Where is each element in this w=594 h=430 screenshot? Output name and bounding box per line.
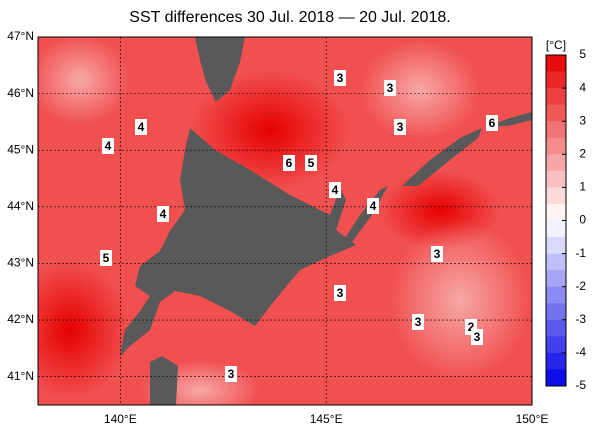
anomaly [390,220,530,380]
contour-label: 3 [337,71,344,85]
colorbar-segment [546,270,566,287]
colorbar-segment [546,253,566,271]
colorbar-tick-label: 0 [579,213,586,227]
contour-label: 3 [228,367,235,381]
colorbar-segment [546,121,566,139]
colorbar-segment [546,170,566,188]
lat-tick-label: 47°N [7,29,34,43]
colorbar-tick-label: -3 [575,312,586,326]
honshu [150,356,178,405]
contour-label-box [394,119,406,135]
contour-label: 4 [160,207,167,221]
anomaly [38,37,130,125]
colorbar-tick-label: 5 [579,47,586,61]
contour-label-box [329,182,341,198]
colorbar-segment [546,104,566,122]
contour-label: 3 [337,286,344,300]
grid [38,37,532,405]
contour-label: 3 [415,315,422,329]
colorbar-segment [546,187,566,205]
anomaly [360,40,480,140]
contour-label-box [367,198,379,214]
contour-label-box [412,314,424,330]
contour-label: 4 [332,183,339,197]
axes: 47°N 46°N 45°N 44°N 43°N 42°N 41°N 140°E 145°E 15… [7,29,548,426]
hokkaido [120,128,356,356]
colorbar-segment [546,137,566,155]
colorbar-tick-label: 1 [579,180,586,194]
contour-label-box [384,80,396,96]
contour-label-box [225,366,237,382]
contour-label-box [334,70,346,86]
colorbar-tick-label: -2 [575,279,586,293]
contour-label: 4 [105,139,112,153]
colorbar-unit: [°C] [546,38,566,52]
map-frame [37,36,533,406]
colorbar-tick-label: -1 [575,246,586,260]
etorofu [402,128,482,186]
contour-label: 3 [397,120,404,134]
contour-label: 5 [103,251,110,265]
contour-label: 3 [474,330,481,344]
contour-label: 5 [308,156,315,170]
colorbar-segment [546,352,566,370]
lon-tick-label: 140°E [104,412,137,426]
lon-tick-label: 145°E [310,412,343,426]
colorbar-segment [546,220,566,238]
colorbar-segment [546,237,566,254]
lon-tick-label: 150°E [516,412,549,426]
contour-label: 3 [434,247,441,261]
contour-label-box [431,246,443,262]
colorbar-tick-label: -5 [575,378,586,392]
anomaly [38,260,130,400]
map-title: SST differences 30 Jul. 2018 — 20 Jul. 2… [129,9,450,26]
lat-tick-label: 46°N [7,86,34,100]
contour-label: 6 [286,156,293,170]
colorbar-segment [546,88,566,105]
lat-tick-label: 43°N [7,256,34,270]
lat-tick-label: 45°N [7,142,34,156]
contour-label-box [283,155,295,171]
contour-label-box [102,138,114,154]
colorbar-tick-label: 2 [579,146,586,160]
colorbar-segment [546,319,566,337]
contour-label: 6 [489,116,496,130]
colorbar-tick-label: -4 [575,345,586,359]
urup [488,112,532,126]
colorbar-segment [546,71,566,89]
colorbar-segment [546,369,566,387]
contour-label: 3 [387,81,394,95]
colorbar: 5 4 3 2 1 0 -1 -2 -3 -4 -5 [545,47,586,392]
contour-label: 2 [468,320,475,334]
contour-label-box [334,285,346,301]
contour-label-box [157,206,169,222]
colorbar-segment [546,203,566,221]
sakhalin [195,37,245,102]
colorbar-tick-label: 4 [579,80,586,94]
contour-label-box [100,250,112,266]
colorbar-segment [546,336,566,354]
lat-tick-label: 41°N [7,369,34,383]
lat-tick-label: 42°N [7,312,34,326]
contour-label-box [486,115,498,131]
contour-label: 4 [138,120,145,134]
contour-label-box [305,155,317,171]
colorbar-tick-label: 3 [579,113,586,127]
colorbar-segment [546,303,566,321]
contour-label: 4 [370,199,377,213]
contour-label-box [135,119,147,135]
colorbar-segment [546,55,566,72]
colorbar-segment [546,286,566,304]
contour-label-box [471,329,483,345]
lat-tick-label: 44°N [7,199,34,213]
colorbar-segment [546,154,566,172]
